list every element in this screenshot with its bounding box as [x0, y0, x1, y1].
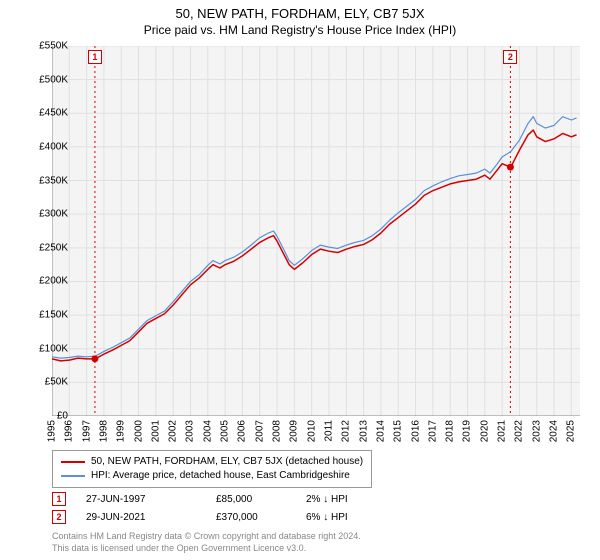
x-tick-label: 2020 [479, 420, 490, 442]
x-tick-label: 2006 [237, 420, 248, 442]
footer-line-2: This data is licensed under the Open Gov… [52, 542, 361, 554]
y-tick-label: £350K [24, 175, 68, 186]
x-tick-label: 2004 [202, 420, 213, 442]
x-tick-label: 2008 [272, 420, 283, 442]
x-tick-label: 2019 [462, 420, 473, 442]
y-tick-label: £450K [24, 108, 68, 119]
x-tick-label: 2012 [341, 420, 352, 442]
footer-attribution: Contains HM Land Registry data © Crown c… [52, 530, 361, 554]
sales-row-marker: 1 [52, 492, 66, 506]
y-tick-label: £400K [24, 141, 68, 152]
x-tick-label: 2018 [445, 420, 456, 442]
sales-row-date: 27-JUN-1997 [86, 494, 216, 505]
x-tick-label: 2025 [566, 420, 577, 442]
y-tick-label: £500K [24, 74, 68, 85]
x-tick-label: 2003 [185, 420, 196, 442]
x-tick-label: 2021 [497, 420, 508, 442]
x-tick-label: 2013 [358, 420, 369, 442]
x-tick-label: 1995 [47, 420, 58, 442]
x-tick-label: 1998 [98, 420, 109, 442]
x-tick-label: 2009 [289, 420, 300, 442]
y-tick-label: £50K [24, 377, 68, 388]
x-tick-label: 2000 [133, 420, 144, 442]
x-tick-label: 2010 [306, 420, 317, 442]
x-tick-label: 2005 [220, 420, 231, 442]
sales-row: 1 27-JUN-1997£85,0002% ↓ HPI [52, 490, 396, 508]
sale-marker-1: 1 [88, 50, 102, 64]
legend-swatch [61, 475, 85, 477]
x-tick-label: 2014 [375, 420, 386, 442]
x-tick-label: 2011 [323, 420, 334, 442]
x-tick-label: 2002 [168, 420, 179, 442]
x-tick-label: 1997 [81, 420, 92, 442]
x-tick-label: 2001 [150, 420, 161, 442]
y-tick-label: £150K [24, 310, 68, 321]
y-tick-label: £300K [24, 209, 68, 220]
chart-title: 50, NEW PATH, FORDHAM, ELY, CB7 5JX [0, 0, 600, 21]
chart-container: 50, NEW PATH, FORDHAM, ELY, CB7 5JX Pric… [0, 0, 600, 560]
chart-subtitle: Price paid vs. HM Land Registry's House … [0, 21, 600, 37]
sales-row-marker: 2 [52, 510, 66, 524]
sale-marker-2: 2 [503, 50, 517, 64]
x-tick-label: 2017 [427, 420, 438, 442]
x-tick-label: 2015 [393, 420, 404, 442]
sales-row-pct: 2% ↓ HPI [306, 494, 396, 505]
y-tick-label: £250K [24, 242, 68, 253]
sales-row-date: 29-JUN-2021 [86, 512, 216, 523]
legend-item: 50, NEW PATH, FORDHAM, ELY, CB7 5JX (det… [61, 455, 363, 469]
legend-label: HPI: Average price, detached house, East… [91, 469, 350, 483]
legend: 50, NEW PATH, FORDHAM, ELY, CB7 5JX (det… [52, 450, 372, 488]
plot-svg [52, 46, 580, 416]
legend-swatch [61, 461, 85, 463]
x-tick-label: 1996 [64, 420, 75, 442]
sales-row-price: £370,000 [216, 512, 306, 523]
y-tick-label: £550K [24, 41, 68, 52]
x-tick-label: 2023 [531, 420, 542, 442]
sales-row-pct: 6% ↓ HPI [306, 512, 396, 523]
x-tick-label: 2024 [549, 420, 560, 442]
chart-area [52, 46, 580, 416]
x-tick-label: 2007 [254, 420, 265, 442]
y-tick-label: £200K [24, 276, 68, 287]
footer-line-1: Contains HM Land Registry data © Crown c… [52, 530, 361, 542]
sales-row-price: £85,000 [216, 494, 306, 505]
legend-item: HPI: Average price, detached house, East… [61, 469, 363, 483]
sales-row: 2 29-JUN-2021£370,0006% ↓ HPI [52, 508, 396, 526]
sales-table: 1 27-JUN-1997£85,0002% ↓ HPI 2 29-JUN-2021£… [52, 490, 396, 526]
legend-label: 50, NEW PATH, FORDHAM, ELY, CB7 5JX (det… [91, 455, 363, 469]
x-tick-label: 2022 [514, 420, 525, 442]
x-tick-label: 1999 [116, 420, 127, 442]
y-tick-label: £100K [24, 343, 68, 354]
x-tick-label: 2016 [410, 420, 421, 442]
